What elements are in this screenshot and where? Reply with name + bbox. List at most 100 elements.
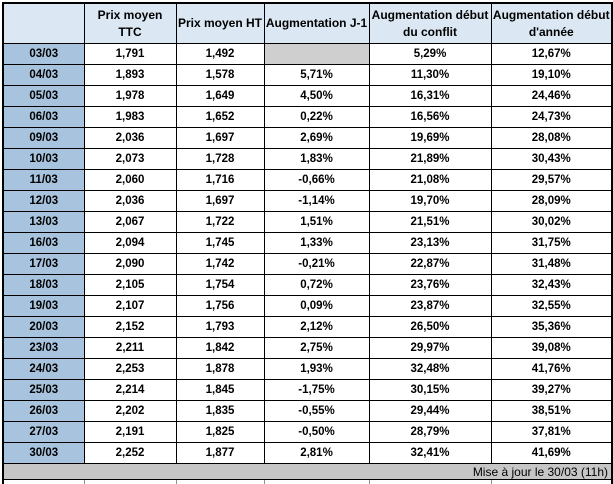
date-cell[interactable]: 13/03 bbox=[2, 211, 85, 233]
augmentation-j1-cell[interactable]: 0,09% bbox=[263, 295, 370, 317]
date-cell[interactable]: 03/03 bbox=[2, 43, 85, 65]
prix-ttc-cell[interactable]: 1,978 bbox=[83, 85, 177, 107]
augmentation-annee-cell[interactable]: 24,73% bbox=[490, 106, 613, 128]
augmentation-j1-cell[interactable]: 0,22% bbox=[263, 106, 370, 128]
prix-ht-cell[interactable]: 1,697 bbox=[175, 127, 265, 149]
prix-ht-cell[interactable]: 1,716 bbox=[175, 169, 265, 191]
prix-ht-cell[interactable]: 1,649 bbox=[175, 85, 265, 107]
augmentation-conflit-cell[interactable]: 23,76% bbox=[368, 274, 492, 296]
augmentation-annee-cell[interactable]: 19,10% bbox=[490, 64, 613, 86]
column-header-augmentation-j1[interactable]: Augmentation J-1 bbox=[263, 2, 370, 44]
augmentation-conflit-cell[interactable]: 30,15% bbox=[368, 379, 492, 401]
augmentation-conflit-cell[interactable]: 32,41% bbox=[368, 442, 492, 464]
augmentation-annee-cell[interactable]: 41,76% bbox=[490, 358, 613, 380]
augmentation-annee-cell[interactable]: 30,43% bbox=[490, 148, 613, 170]
prix-ht-cell[interactable]: 1,842 bbox=[175, 337, 265, 359]
prix-ttc-cell[interactable]: 2,253 bbox=[83, 358, 177, 380]
augmentation-j1-cell[interactable]: -1,75% bbox=[263, 379, 370, 401]
prix-ttc-cell[interactable]: 2,036 bbox=[83, 127, 177, 149]
prix-ht-cell[interactable]: 1,742 bbox=[175, 253, 265, 275]
prix-ttc-cell[interactable]: 2,073 bbox=[83, 148, 177, 170]
date-cell[interactable]: 10/03 bbox=[2, 148, 85, 170]
augmentation-conflit-cell[interactable]: 29,44% bbox=[368, 400, 492, 422]
augmentation-conflit-cell[interactable]: 19,70% bbox=[368, 190, 492, 212]
augmentation-annee-cell[interactable]: 29,57% bbox=[490, 169, 613, 191]
augmentation-j1-cell[interactable]: 1,33% bbox=[263, 232, 370, 254]
augmentation-conflit-cell[interactable]: 11,30% bbox=[368, 64, 492, 86]
augmentation-annee-cell[interactable]: 35,36% bbox=[490, 316, 613, 338]
augmentation-j1-cell[interactable]: 1,83% bbox=[263, 148, 370, 170]
augmentation-j1-cell[interactable]: -1,14% bbox=[263, 190, 370, 212]
corner-header-cell[interactable] bbox=[2, 2, 85, 44]
date-cell[interactable]: 05/03 bbox=[2, 85, 85, 107]
date-cell[interactable]: 04/03 bbox=[2, 64, 85, 86]
prix-ttc-cell[interactable]: 1,983 bbox=[83, 106, 177, 128]
date-cell[interactable]: 17/03 bbox=[2, 253, 85, 275]
augmentation-annee-cell[interactable]: 32,55% bbox=[490, 295, 613, 317]
augmentation-conflit-cell[interactable]: 16,56% bbox=[368, 106, 492, 128]
date-cell[interactable]: 26/03 bbox=[2, 400, 85, 422]
date-cell[interactable]: 06/03 bbox=[2, 106, 85, 128]
prix-ht-cell[interactable]: 1,835 bbox=[175, 400, 265, 422]
prix-ttc-cell[interactable]: 2,191 bbox=[83, 421, 177, 443]
column-header-prix-moyen-ttc[interactable]: Prix moyen TTC bbox=[83, 2, 177, 44]
prix-ht-cell[interactable]: 1,492 bbox=[175, 43, 265, 65]
augmentation-annee-cell[interactable]: 30,02% bbox=[490, 211, 613, 233]
date-cell[interactable]: 09/03 bbox=[2, 127, 85, 149]
augmentation-annee-cell[interactable]: 39,27% bbox=[490, 379, 613, 401]
prix-ht-cell[interactable]: 1,745 bbox=[175, 232, 265, 254]
prix-ttc-cell[interactable]: 2,036 bbox=[83, 190, 177, 212]
date-cell[interactable]: 18/03 bbox=[2, 274, 85, 296]
column-header-augmentation-annee[interactable]: Augmentation début d'année bbox=[490, 2, 613, 44]
column-header-augmentation-conflit[interactable]: Augmentation début du conflit bbox=[368, 2, 492, 44]
prix-ttc-cell[interactable]: 2,211 bbox=[83, 337, 177, 359]
augmentation-j1-cell[interactable]: 1,51% bbox=[263, 211, 370, 233]
augmentation-conflit-cell[interactable]: 5,29% bbox=[368, 43, 492, 65]
prix-ht-cell[interactable]: 1,578 bbox=[175, 64, 265, 86]
augmentation-conflit-cell[interactable]: 19,69% bbox=[368, 127, 492, 149]
augmentation-j1-cell[interactable]: 4,50% bbox=[263, 85, 370, 107]
augmentation-conflit-cell[interactable]: 16,31% bbox=[368, 85, 492, 107]
prix-ht-cell[interactable]: 1,756 bbox=[175, 295, 265, 317]
prix-ht-cell[interactable]: 1,754 bbox=[175, 274, 265, 296]
prix-ht-cell[interactable]: 1,793 bbox=[175, 316, 265, 338]
augmentation-conflit-cell[interactable]: 23,87% bbox=[368, 295, 492, 317]
date-cell[interactable]: 11/03 bbox=[2, 169, 85, 191]
augmentation-j1-cell[interactable] bbox=[263, 43, 370, 65]
augmentation-j1-cell[interactable]: 2,69% bbox=[263, 127, 370, 149]
augmentation-j1-cell[interactable]: -0,66% bbox=[263, 169, 370, 191]
augmentation-annee-cell[interactable]: 31,48% bbox=[490, 253, 613, 275]
augmentation-annee-cell[interactable]: 28,09% bbox=[490, 190, 613, 212]
date-cell[interactable]: 12/03 bbox=[2, 190, 85, 212]
augmentation-j1-cell[interactable]: -0,55% bbox=[263, 400, 370, 422]
prix-ht-cell[interactable]: 1,652 bbox=[175, 106, 265, 128]
prix-ht-cell[interactable]: 1,845 bbox=[175, 379, 265, 401]
prix-ttc-cell[interactable]: 2,214 bbox=[83, 379, 177, 401]
augmentation-annee-cell[interactable]: 12,67% bbox=[490, 43, 613, 65]
prix-ttc-cell[interactable]: 1,791 bbox=[83, 43, 177, 65]
augmentation-j1-cell[interactable]: -0,50% bbox=[263, 421, 370, 443]
prix-ttc-cell[interactable]: 2,090 bbox=[83, 253, 177, 275]
date-cell[interactable]: 23/03 bbox=[2, 337, 85, 359]
date-cell[interactable]: 27/03 bbox=[2, 421, 85, 443]
augmentation-conflit-cell[interactable]: 21,51% bbox=[368, 211, 492, 233]
prix-ht-cell[interactable]: 1,728 bbox=[175, 148, 265, 170]
augmentation-j1-cell[interactable]: -0,21% bbox=[263, 253, 370, 275]
prix-ht-cell[interactable]: 1,722 bbox=[175, 211, 265, 233]
augmentation-j1-cell[interactable]: 0,72% bbox=[263, 274, 370, 296]
augmentation-conflit-cell[interactable]: 26,50% bbox=[368, 316, 492, 338]
prix-ttc-cell[interactable]: 1,893 bbox=[83, 64, 177, 86]
prix-ttc-cell[interactable]: 2,202 bbox=[83, 400, 177, 422]
prix-ttc-cell[interactable]: 2,107 bbox=[83, 295, 177, 317]
prix-ttc-cell[interactable]: 2,067 bbox=[83, 211, 177, 233]
augmentation-annee-cell[interactable]: 37,81% bbox=[490, 421, 613, 443]
augmentation-conflit-cell[interactable]: 23,13% bbox=[368, 232, 492, 254]
augmentation-j1-cell[interactable]: 2,12% bbox=[263, 316, 370, 338]
augmentation-j1-cell[interactable]: 5,71% bbox=[263, 64, 370, 86]
prix-ht-cell[interactable]: 1,878 bbox=[175, 358, 265, 380]
date-cell[interactable]: 24/03 bbox=[2, 358, 85, 380]
augmentation-conflit-cell[interactable]: 21,89% bbox=[368, 148, 492, 170]
prix-ttc-cell[interactable]: 2,060 bbox=[83, 169, 177, 191]
date-cell[interactable]: 25/03 bbox=[2, 379, 85, 401]
augmentation-conflit-cell[interactable]: 32,48% bbox=[368, 358, 492, 380]
